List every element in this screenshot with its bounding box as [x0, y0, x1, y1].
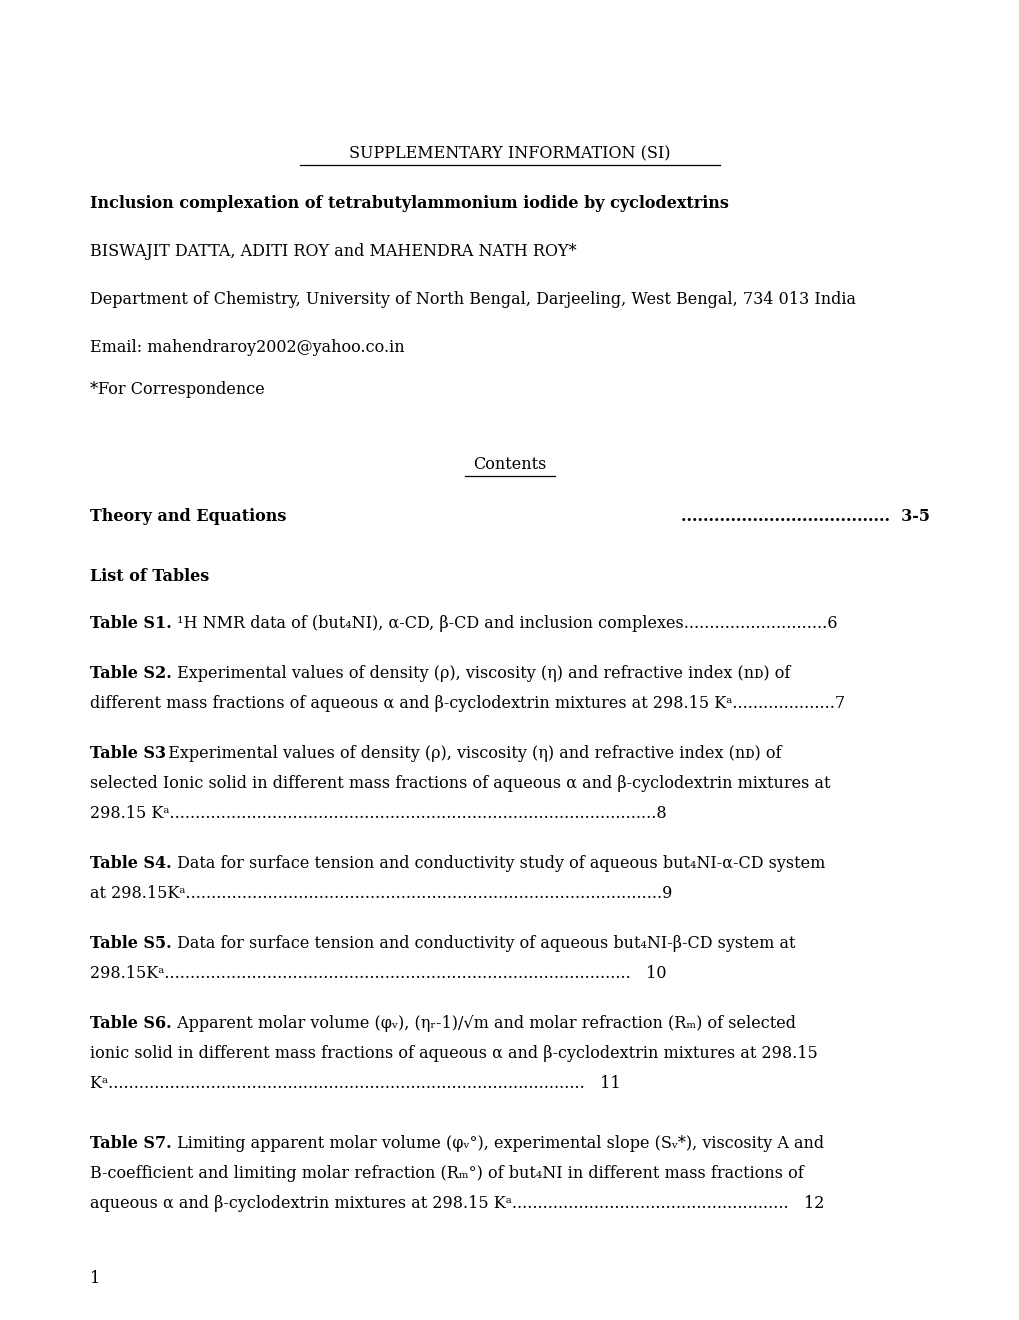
Text: Theory and Equations: Theory and Equations	[90, 508, 286, 525]
Text: Contents: Contents	[473, 455, 546, 473]
Text: Apparent molar volume (φᵥ), (ηᵣ-1)/√m and molar refraction (Rₘ) of selected: Apparent molar volume (φᵥ), (ηᵣ-1)/√m an…	[172, 1015, 795, 1032]
Text: Inclusion complexation of tetrabutylammonium iodide by cyclodextrins: Inclusion complexation of tetrabutylammo…	[90, 195, 729, 213]
Text: ionic solid in different mass fractions of aqueous α and β-cyclodextrin mixtures: ionic solid in different mass fractions …	[90, 1045, 817, 1063]
Text: Table S2.: Table S2.	[90, 665, 171, 682]
Text: selected Ionic solid in different mass fractions of aqueous α and β-cyclodextrin: selected Ionic solid in different mass f…	[90, 775, 829, 792]
Text: Table S7.: Table S7.	[90, 1135, 171, 1152]
Text: Table S5.: Table S5.	[90, 935, 171, 952]
Text: . Experimental values of density (ρ), viscosity (η) and refractive index (nᴅ) of: . Experimental values of density (ρ), vi…	[158, 744, 781, 762]
Text: different mass fractions of aqueous α and β-cyclodextrin mixtures at 298.15 Kᵃ..: different mass fractions of aqueous α an…	[90, 696, 845, 711]
Text: Department of Chemistry, University of North Bengal, Darjeeling, West Bengal, 73: Department of Chemistry, University of N…	[90, 290, 855, 308]
Text: Table S6.: Table S6.	[90, 1015, 171, 1032]
Text: ¹H NMR data of (but₄NI), α-CD, β-CD and inclusion complexes.....................: ¹H NMR data of (but₄NI), α-CD, β-CD and …	[172, 615, 837, 632]
Text: BISWAJIT DATTA, ADITI ROY and MAHENDRA NATH ROY*: BISWAJIT DATTA, ADITI ROY and MAHENDRA N…	[90, 243, 576, 260]
Text: Data for surface tension and conductivity of aqueous but₄NI-β-CD system at: Data for surface tension and conductivit…	[172, 935, 795, 952]
Text: Limiting apparent molar volume (φᵥ°), experimental slope (Sᵥ*), viscosity A and: Limiting apparent molar volume (φᵥ°), ex…	[172, 1135, 823, 1152]
Text: Email: mahendraroy2002@yahoo.co.in: Email: mahendraroy2002@yahoo.co.in	[90, 339, 405, 356]
Text: 298.15Kᵃ........................................................................: 298.15Kᵃ................................…	[90, 965, 665, 982]
Text: Kᵃ..............................................................................: Kᵃ......................................…	[90, 1074, 620, 1092]
Text: B-coefficient and limiting molar refraction (Rₘ°) of but₄NI in different mass fr: B-coefficient and limiting molar refract…	[90, 1166, 803, 1181]
Text: SUPPLEMENTARY INFORMATION (SI): SUPPLEMENTARY INFORMATION (SI)	[348, 145, 671, 162]
Text: at 298.15Kᵃ.....................................................................: at 298.15Kᵃ.............................…	[90, 884, 672, 902]
Text: aqueous α and β-cyclodextrin mixtures at 298.15 Kᵃ..............................: aqueous α and β-cyclodextrin mixtures at…	[90, 1195, 823, 1212]
Text: Table S4.: Table S4.	[90, 855, 171, 873]
Text: 298.15 Kᵃ.......................................................................: 298.15 Kᵃ...............................…	[90, 805, 666, 822]
Text: Data for surface tension and conductivity study of aqueous but₄NI-α-CD system: Data for surface tension and conductivit…	[172, 855, 824, 873]
Text: *For Correspondence: *For Correspondence	[90, 381, 265, 399]
Text: Table S1.: Table S1.	[90, 615, 171, 632]
Text: 1: 1	[90, 1270, 100, 1287]
Text: ......................................  3-5: ...................................... 3…	[681, 508, 929, 525]
Text: Experimental values of density (ρ), viscosity (η) and refractive index (nᴅ) of: Experimental values of density (ρ), visc…	[172, 665, 790, 682]
Text: List of Tables: List of Tables	[90, 568, 209, 585]
Text: Table S3: Table S3	[90, 744, 166, 762]
